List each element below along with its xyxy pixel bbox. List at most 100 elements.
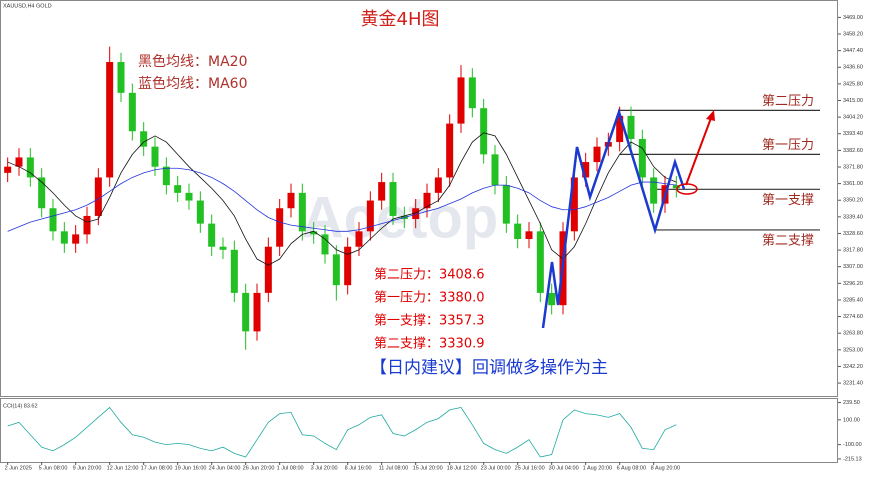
y-tick-label: 3447.40 [843, 48, 863, 54]
x-tick-label: 30 Jul 04:00 [549, 465, 579, 471]
candle-body [94, 177, 102, 216]
candle-body [502, 185, 510, 224]
candle-body [344, 246, 352, 286]
candle-body [548, 292, 556, 306]
candle-body [434, 177, 442, 193]
x-tick-label: 15 Jul 20:00 [413, 465, 443, 471]
y-tick-label: 3231.40 [843, 381, 863, 387]
legend-entry: 黑色均线：MA20 [138, 53, 247, 70]
candle-body [650, 177, 658, 204]
candle-body [423, 192, 431, 209]
candle-body [480, 108, 488, 155]
candle-body [593, 146, 601, 163]
candle-body [627, 115, 635, 139]
x-tick-label: 1 Aug 20:00 [583, 465, 612, 471]
x-tick-label: 26 Jun 20:00 [243, 465, 275, 471]
cci-panel [0, 398, 838, 463]
candle-body [355, 231, 363, 247]
candle-body [321, 234, 329, 255]
candle-body [174, 185, 182, 193]
x-tick-label: 6 Aug 08:00 [617, 465, 646, 471]
candle-body [366, 200, 374, 232]
candle-body [525, 231, 533, 240]
candle-body [72, 234, 80, 244]
candle-body [310, 231, 318, 235]
level-summary: 第二压力：3408.6 [374, 268, 485, 283]
candle-body [4, 166, 12, 173]
y-tick-label: 3393.40 [843, 131, 863, 137]
candle-body [242, 292, 250, 332]
chart-title: 黄金4H图 [361, 9, 440, 30]
y-tick-label: 3307.00 [843, 264, 863, 270]
candle-body [253, 292, 261, 332]
candle-body [128, 92, 136, 132]
candle-body [230, 249, 238, 293]
candle-body [264, 246, 272, 293]
level-name: 第一支撑 [762, 193, 814, 208]
x-tick-label: 1 Jul 08:00 [277, 465, 304, 471]
x-tick-label: 3 Jul 20:00 [311, 465, 338, 471]
y-tick-label: 3285.40 [843, 297, 863, 303]
y-tick-label: 3242.20 [843, 364, 863, 370]
arrow [685, 117, 712, 186]
candle-body [412, 208, 420, 220]
candle-body [26, 157, 34, 178]
candle-body [162, 166, 170, 186]
x-tick-label: 24 Jun 04:00 [209, 465, 241, 471]
candle-body [570, 177, 578, 232]
y-tick-label: 3361.00 [843, 181, 863, 187]
candle-body [468, 77, 476, 109]
candle-body [38, 177, 46, 209]
candle-body [446, 123, 454, 178]
candle-body [491, 154, 499, 186]
candle-body [140, 131, 148, 147]
y-tick-label: 3263.80 [843, 331, 863, 337]
candle-body [117, 62, 125, 93]
candle-body [378, 182, 386, 201]
candle-body [638, 138, 646, 178]
candle-body [616, 115, 624, 143]
cci-tick-label: -215.13 [843, 456, 862, 462]
y-tick-label: 3425.80 [843, 81, 863, 87]
candle-body [151, 146, 159, 167]
candle-body [389, 182, 397, 216]
x-tick-label: 19 Jun 16:00 [175, 465, 207, 471]
candle-body [185, 192, 193, 201]
x-tick-label: 5 Jun 08:00 [39, 465, 68, 471]
candle-body [582, 162, 590, 178]
y-tick-label: 3274.60 [843, 314, 863, 320]
x-tick-label: 9 Jun 20:00 [73, 465, 102, 471]
advice: 【日内建议】回调做多操作为主 [370, 358, 608, 378]
candle-body [457, 77, 465, 124]
y-tick-label: 3469.00 [843, 15, 863, 21]
candle-body [83, 215, 91, 235]
candle-body [15, 157, 23, 167]
level-summary: 第一支撑：3357.3 [374, 314, 485, 329]
cci-label: CCI(14) 83.62 [3, 403, 38, 409]
symbol-label: XAUUSD,H4 GOLD [3, 3, 52, 9]
candle-body [287, 192, 295, 209]
level-summary: 第二支撑：3330.9 [374, 337, 485, 352]
candle-body [106, 62, 114, 178]
y-tick-label: 3382.60 [843, 148, 863, 154]
x-tick-label: 12 Jun 12:00 [107, 465, 139, 471]
y-tick-label: 3415.00 [843, 98, 863, 104]
trend-path [541, 107, 686, 329]
y-tick-label: 3350.20 [843, 198, 863, 204]
candle-body [196, 200, 204, 224]
x-tick-label: 23 Jul 00:00 [481, 465, 511, 471]
candle-body [332, 254, 340, 286]
level-name: 第二支撑 [762, 233, 814, 248]
y-tick-label: 3317.80 [843, 248, 863, 254]
cci-tick-label: 100.00 [843, 417, 860, 423]
ma-line [7, 167, 677, 232]
candle-body [60, 231, 68, 244]
candle-body [49, 208, 57, 232]
x-tick-label: 2 Jun 2025 [5, 465, 32, 471]
cci-tick-label: -100.00 [843, 442, 862, 448]
candle-body [514, 223, 522, 240]
candle-body [298, 192, 306, 232]
y-tick-label: 3253.00 [843, 347, 863, 353]
cci-tick-label: 239.50 [843, 400, 860, 406]
